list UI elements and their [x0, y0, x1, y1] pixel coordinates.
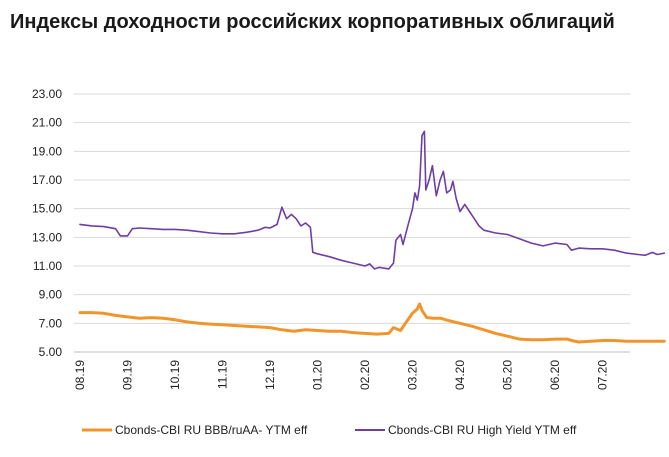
legend-label-2: Cbonds-CBI RU High Yield YTM eff: [388, 423, 577, 437]
x-tick-label: 01.20: [311, 360, 325, 390]
x-tick-label: 10.19: [168, 360, 182, 390]
x-tick-label: 06.20: [548, 360, 562, 390]
grid-lines: [74, 93, 630, 324]
x-axis-ticks: 08.19 09.19 10.19 11.19 12.19 01.20 02.20 03.20…: [73, 360, 610, 390]
y-tick-label: 13.00: [32, 230, 62, 244]
y-axis-ticks: 5.00 7.00 9.00 11.00 13.00 15.00 17.00 19.00 21.…: [32, 87, 62, 359]
y-tick-label: 7.00: [39, 316, 63, 330]
y-tick-label: 5.00: [39, 345, 63, 359]
y-tick-label: 11.00: [33, 259, 62, 273]
legend-label-1: Cbonds-CBI RU BBB/ruAA- YTM eff: [115, 423, 308, 437]
y-tick-label: 23.00: [32, 87, 62, 101]
y-tick-label: 15.00: [32, 202, 62, 216]
x-tick-label: 08.19: [73, 360, 87, 390]
y-tick-label: 21.00: [32, 116, 62, 130]
x-tick-label: 11.19: [216, 360, 230, 389]
x-tick-label: 07.20: [596, 360, 610, 390]
x-tick-label: 05.20: [501, 360, 515, 390]
x-tick-label: 04.20: [453, 360, 467, 390]
x-tick-label: 12.19: [263, 360, 277, 390]
chart-title: Индексы доходности российских корпоратив…: [10, 11, 615, 33]
x-tick-label: 02.20: [358, 360, 372, 390]
y-tick-label: 19.00: [32, 144, 62, 158]
series-line-2: [79, 130, 666, 270]
legend: Cbonds-CBI RU BBB/ruAA- YTM eff Cbonds-CB…: [82, 423, 577, 437]
x-tick-label: 03.20: [406, 360, 420, 390]
series-lines: [78, 130, 666, 344]
y-tick-label: 9.00: [39, 288, 63, 302]
series-line-1: [78, 302, 666, 344]
y-tick-label: 17.00: [32, 173, 62, 187]
x-tick-label: 09.19: [121, 360, 135, 390]
